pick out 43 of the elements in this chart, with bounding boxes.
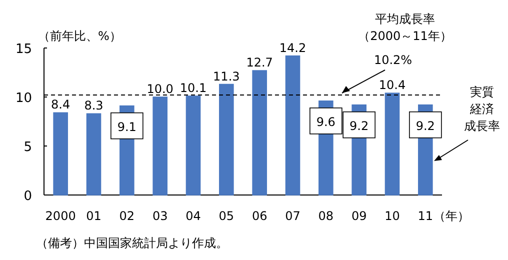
y-tick-label: 15 [15, 42, 32, 57]
text: 実質経済成長率 [464, 85, 500, 133]
y-tick-label: 5 [24, 140, 32, 155]
y-tick-label: 0 [24, 189, 32, 204]
bar [219, 84, 234, 196]
text: 12.7 [246, 56, 273, 70]
x-tick-label: 07 [285, 209, 300, 223]
text: （2000～11年） [358, 29, 452, 43]
text: 9.1 [117, 120, 136, 134]
bar [86, 113, 102, 196]
x-tick-label: 02 [119, 209, 135, 223]
x-tick-label: 04 [186, 209, 201, 223]
bar [152, 96, 168, 196]
text: 8.4 [51, 98, 70, 112]
text: 11.3 [213, 69, 240, 84]
text: 8.3 [84, 98, 104, 113]
x-tick-label: 08 [318, 209, 334, 223]
ref-line-label: 10.2% [374, 53, 412, 67]
bar [186, 96, 201, 196]
x-tick-label: 03 [152, 209, 168, 223]
x-tick-label: 05 [218, 209, 234, 223]
x-axis-title: （年） [433, 209, 470, 223]
text: 9.6 [316, 114, 336, 129]
text: 10.4 [378, 78, 406, 92]
x-tick-label: 2000 [45, 209, 76, 223]
x-tick-label: 10 [384, 209, 400, 223]
bar [53, 112, 68, 196]
bar [384, 92, 400, 196]
x-tick-label: 01 [86, 209, 102, 223]
text: （備考）中国国家統計局より作成。 [36, 236, 228, 250]
text: 14.2 [279, 40, 306, 55]
bar [285, 55, 300, 196]
text: 9.2 [416, 118, 435, 133]
x-tick-label: 06 [252, 209, 268, 223]
x-tick-label: 09 [351, 209, 367, 223]
text: 9.2 [350, 118, 369, 133]
y-axis-title: （前年比、%） [38, 29, 122, 43]
y-tick-label: 10 [15, 91, 32, 106]
text: 10.0 [146, 82, 174, 96]
x-tick-label: 11 [418, 209, 434, 223]
text: 10.1 [180, 81, 207, 96]
bar [252, 70, 267, 196]
text: 平均成長率 [375, 12, 435, 26]
